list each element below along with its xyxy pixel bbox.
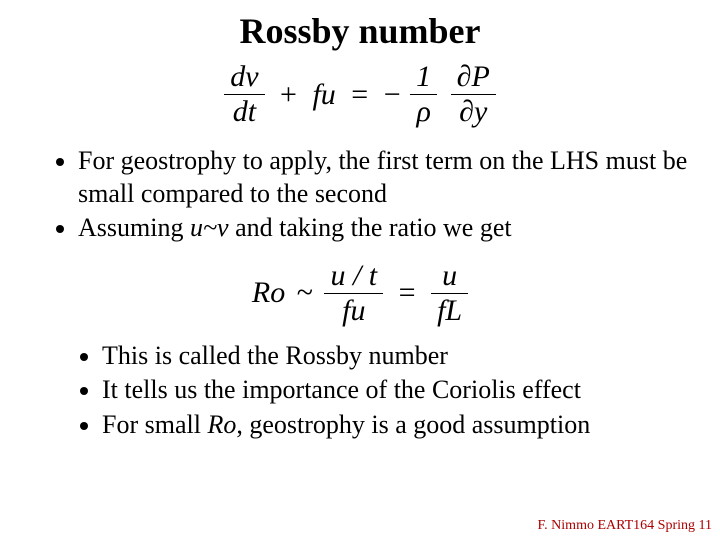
eq1-frac3-den: ∂y <box>451 95 496 127</box>
eq2-lhs: Ro <box>252 276 285 310</box>
eq1-frac2-den: ρ <box>410 95 437 127</box>
eq1-frac-dvdt: dv dt <box>224 62 264 127</box>
eq1-frac2-num: 1 <box>410 62 437 95</box>
eq1-frac3-num: ∂P <box>451 62 496 95</box>
list-item: Assuming u~v and taking the ratio we get <box>78 212 690 245</box>
equation-2: Ro ~ u / t fu = u fL <box>30 261 690 326</box>
eq2-frac-u-fl: u fL <box>431 261 468 326</box>
footer-credit: F. Nimmo EART164 Spring 11 <box>538 518 712 534</box>
eq2-frac1-den: fu <box>324 294 383 326</box>
page-title: Rossby number <box>30 10 690 52</box>
eq2-frac1-num: u / t <box>324 261 383 294</box>
eq2-frac2-den: fL <box>431 294 468 326</box>
eq1-frac-dpdy: ∂P ∂y <box>451 62 496 127</box>
eq1-fu: fu <box>312 78 335 112</box>
bullet-list-1: For geostrophy to apply, the first term … <box>78 145 690 245</box>
eq2-tilde: ~ <box>293 276 317 310</box>
eq2-frac-ut-fu: u / t fu <box>324 261 383 326</box>
list-item: This is called the Rossby number <box>102 340 690 373</box>
eq1-eq: = <box>343 78 376 112</box>
eq2-frac2-num: u <box>431 261 468 294</box>
eq1-frac1-num: dv <box>224 62 264 95</box>
eq1-plus: + <box>272 78 305 112</box>
eq1-frac1-den: dt <box>224 95 264 127</box>
bullet-list-2: This is called the Rossby number It tell… <box>102 340 690 442</box>
eq2-eq: = <box>391 276 424 310</box>
eq1-minus: − <box>384 78 403 112</box>
eq1-frac-1rho: 1 ρ <box>410 62 437 127</box>
list-item: For small Ro, geostrophy is a good assum… <box>102 409 690 442</box>
list-item: It tells us the importance of the Coriol… <box>102 374 690 407</box>
equation-1: dv dt + fu = − 1 ρ ∂P ∂y <box>30 62 690 127</box>
slide: Rossby number dv dt + fu = − 1 ρ ∂P ∂y F… <box>0 0 720 540</box>
list-item: For geostrophy to apply, the first term … <box>78 145 690 210</box>
